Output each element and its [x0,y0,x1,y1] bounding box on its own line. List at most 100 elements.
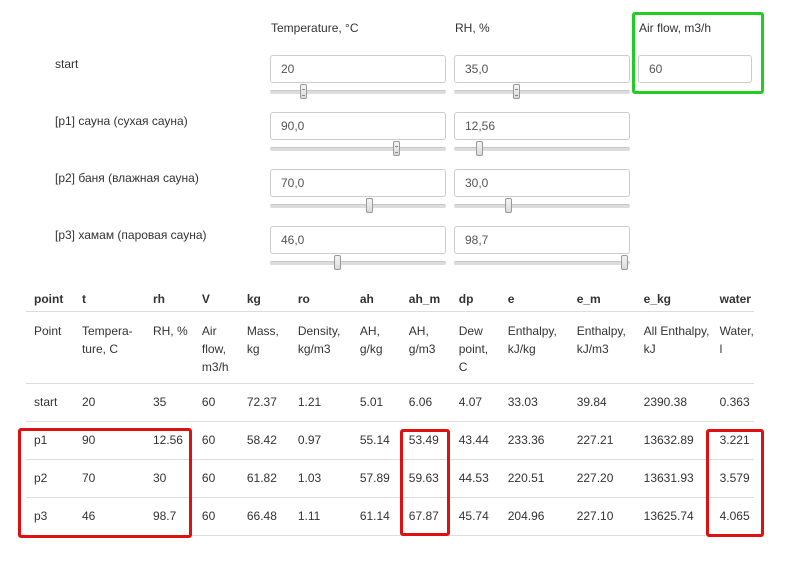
cell-e: 33.03 [499,382,569,421]
p1-rh-slider-track[interactable] [454,147,630,151]
cell-e-m: 227.10 [568,496,636,536]
cell-ro: 1.11 [289,496,352,536]
p2-rh-slider-track[interactable] [454,204,630,208]
table-header-row: point t rh V kg ro ah ah_m dp e e_m e_kg… [26,282,754,311]
cell-water: 4.065 [711,496,754,536]
desc-cell: Density, kg/m3 [289,310,352,383]
cell-ah-m: 53.49 [400,420,451,459]
cell-e-kg: 2390.38 [635,382,712,421]
desc-cell: All Enthalpy, kJ [635,310,712,383]
p2-rh-slider-thumb[interactable] [504,198,512,213]
col-header-airflow: Air flow, m3/h [639,21,712,35]
cell-e-kg: 13632.89 [635,420,712,459]
start-airflow-input[interactable]: 60 [638,55,752,83]
cell-e-m: 227.20 [568,458,636,497]
col-header-rh: RH, % [455,21,490,35]
table-description-row: Point Tempera-ture, C RH, % Air flow, m3… [26,310,754,383]
p2-temperature-slider-track[interactable] [270,204,446,208]
cell-point: start [26,382,74,421]
cell-dp: 4.07 [450,382,500,421]
cell-dp: 44.53 [450,458,500,497]
cell-ah: 5.01 [351,382,401,421]
p3-temperature-slider-track[interactable] [270,261,446,265]
cell-water: 0.363 [711,382,754,421]
cell-kg: 61.82 [238,458,290,497]
p3-rh-slider-thumb[interactable] [621,255,629,270]
table-row: p2 70 30 60 61.82 1.03 57.89 59.63 44.53… [26,458,754,497]
cell-e-kg: 13631.93 [635,458,712,497]
desc-cell: Water, l [711,310,754,383]
cell-e: 233.36 [499,420,569,459]
header-e: e [507,292,515,306]
start-rh-input[interactable]: 35,0 [454,55,630,83]
table-row: p1 90 12.56 60 58.42 0.97 55.14 53.49 43… [26,420,754,459]
p2-temperature-slider-thumb[interactable] [366,198,374,213]
cell-kg: 58.42 [238,420,290,459]
p2-rh-input[interactable]: 30,0 [454,169,630,197]
cell-point: p3 [26,496,74,536]
cell-ah: 57.89 [351,458,401,497]
cell-v: 60 [193,420,239,459]
desc-cell: Point [26,310,74,383]
p3-temperature-input[interactable]: 46,0 [270,226,446,254]
cell-v: 60 [193,496,239,536]
p1-rh-slider-thumb[interactable] [475,141,483,156]
cell-dp: 43.44 [450,420,500,459]
start-rh-slider-track[interactable] [454,90,630,94]
cell-water: 3.579 [711,458,754,497]
col-header-temperature: Temperature, °C [271,21,359,35]
cell-ah-m: 6.06 [400,382,451,421]
header-rh: rh [152,292,165,306]
start-rh-slider-thumb[interactable] [513,84,521,99]
cell-ah: 55.14 [351,420,401,459]
cell-t: 70 [73,458,145,497]
p2-temperature-input[interactable]: 70,0 [270,169,446,197]
row-label-p3: [p3] хамам (паровая сауна) [55,228,207,242]
cell-ro: 0.97 [289,420,352,459]
cell-rh: 98.7 [144,496,194,536]
p1-rh-input[interactable]: 12,56 [454,112,630,140]
row-label-p1: [p1] сауна (сухая сауна) [55,114,188,128]
p3-rh-slider-track[interactable] [454,261,630,265]
p1-temperature-slider-thumb[interactable] [393,141,401,156]
cell-t: 20 [73,382,145,421]
header-t: t [81,292,86,306]
cell-kg: 66.48 [238,496,290,536]
start-temperature-input[interactable]: 20 [270,55,446,83]
desc-cell: Enthalpy, kJ/kg [499,310,569,383]
cell-kg: 72.37 [238,382,290,421]
desc-cell: Mass, kg [238,310,290,383]
results-table: point t rh V kg ro ah ah_m dp e e_m e_kg… [26,282,754,536]
row-label-start: start [55,57,79,71]
table-row: p3 46 98.7 60 66.48 1.11 61.14 67.87 45.… [26,496,754,536]
cell-point: p2 [26,458,74,497]
cell-t: 46 [73,496,145,536]
row-label-p2: [p2] баня (влажная сауна) [55,171,199,185]
cell-ah-m: 67.87 [400,496,451,536]
p3-temperature-slider-thumb[interactable] [334,255,342,270]
p3-rh-input[interactable]: 98,7 [454,226,630,254]
p1-temperature-input[interactable]: 90,0 [270,112,446,140]
table-row: start 20 35 60 72.37 1.21 5.01 6.06 4.07… [26,382,754,421]
start-temperature-slider-thumb[interactable] [300,84,308,99]
p1-temperature-slider-track[interactable] [270,147,446,151]
cell-e: 220.51 [499,458,569,497]
cell-e-m: 227.21 [568,420,636,459]
desc-cell: Tempera-ture, C [73,310,145,383]
header-point: point [34,292,64,306]
cell-rh: 30 [144,458,194,497]
cell-point: p1 [26,420,74,459]
start-temperature-slider-track[interactable] [270,90,446,94]
desc-cell: Dew point, C [450,310,500,383]
cell-e-kg: 13625.74 [635,496,712,536]
cell-rh: 12.56 [144,420,194,459]
header-water: water [719,292,751,306]
cell-ah-m: 59.63 [400,458,451,497]
header-v: V [201,292,210,306]
header-ro: ro [297,292,310,306]
cell-ro: 1.21 [289,382,352,421]
header-e-m: e_m [576,292,601,306]
cell-e: 204.96 [499,496,569,536]
cell-ah: 61.14 [351,496,401,536]
desc-cell: RH, % [144,310,194,383]
